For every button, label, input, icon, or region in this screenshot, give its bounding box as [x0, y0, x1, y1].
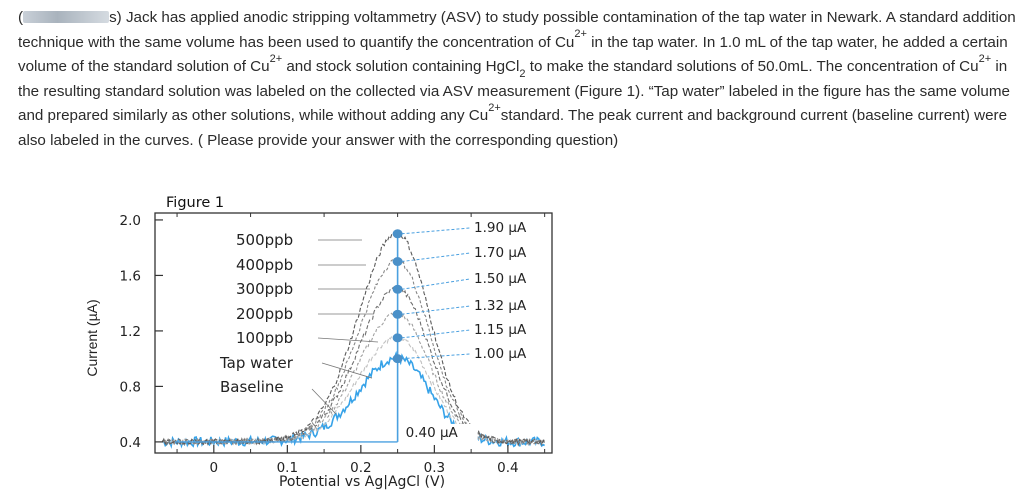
series-name-label: 200ppb — [236, 305, 293, 323]
x-axis-label: Potential vs Ag|AgCl (V) — [279, 474, 445, 490]
peak-leader — [401, 278, 471, 290]
curve-300ppb — [162, 285, 546, 447]
plot-frame — [154, 212, 553, 454]
series-name-label: 500ppb — [236, 231, 293, 249]
x-tick-label: 0 — [210, 460, 219, 476]
y-tick-label: 0.4 — [120, 435, 141, 451]
y-tick-label: 1.6 — [120, 268, 141, 284]
redacted-number — [23, 11, 110, 23]
baseline-name-label: Baseline — [220, 378, 284, 396]
series-name-label: 400ppb — [236, 256, 293, 274]
figure-title: Figure 1 — [166, 195, 224, 211]
peak-leader — [401, 305, 471, 315]
question-text: (s) Jack has applied anodic stripping vo… — [18, 9, 1016, 149]
peak-marker — [392, 354, 403, 364]
series-leader — [321, 362, 373, 379]
y-tick-label: 1.2 — [120, 324, 141, 340]
peak-leader — [401, 353, 471, 360]
series-leader — [317, 337, 379, 343]
curve-200ppb — [162, 310, 546, 446]
peak-value-label: 1.70 µA — [474, 245, 527, 261]
baseline-value-bg — [401, 423, 478, 442]
baseline-leader — [311, 388, 337, 415]
guide-lines — [175, 227, 471, 443]
peak-leader — [401, 227, 471, 235]
peak-leader — [401, 252, 471, 263]
baseline-value-label: 0.40 µA — [406, 425, 459, 441]
axes: 2.0 1.6 1.2 0.8 0.4 0 0.1 0.2 0.3 0.4 — [120, 213, 546, 476]
y-tick-label: 0.8 — [120, 379, 141, 395]
peak-marker — [392, 284, 403, 294]
peak-value-label: 1.32 µA — [474, 298, 527, 314]
series-name-label: 100ppb — [236, 329, 293, 347]
question-number: (s) — [18, 9, 122, 26]
x-tick-label: 0.4 — [497, 460, 518, 476]
series-name-label: Tap water — [219, 354, 294, 372]
x-tick-label: 0.3 — [424, 460, 445, 476]
peak-value-label: 1.00 µA — [474, 346, 527, 362]
x-tick-label: 0.2 — [350, 460, 371, 476]
curves — [161, 231, 546, 449]
peak-marker — [392, 333, 403, 343]
peak-value-label: 1.90 µA — [474, 220, 527, 236]
peak-value-label: 1.50 µA — [474, 271, 527, 287]
y-axis-label: Current (µA) — [84, 299, 100, 376]
series-labels: 1.90 µA 1.70 µA 1.50 µA 1.32 µA 1.15 µA 1.00 … — [219, 220, 527, 442]
peak-marker — [392, 229, 403, 239]
x-tick-label: 0.1 — [277, 460, 298, 476]
peak-value-label: 1.15 µA — [474, 322, 527, 338]
peak-leader — [401, 329, 471, 339]
curve-tap-water — [162, 350, 545, 449]
y-tick-label: 2.0 — [120, 213, 141, 229]
curve-100ppb — [162, 332, 545, 446]
series-name-label: 300ppb — [236, 280, 293, 298]
peak-marker — [392, 257, 403, 267]
peak-marker — [392, 309, 403, 319]
curve-500ppb — [161, 231, 546, 447]
